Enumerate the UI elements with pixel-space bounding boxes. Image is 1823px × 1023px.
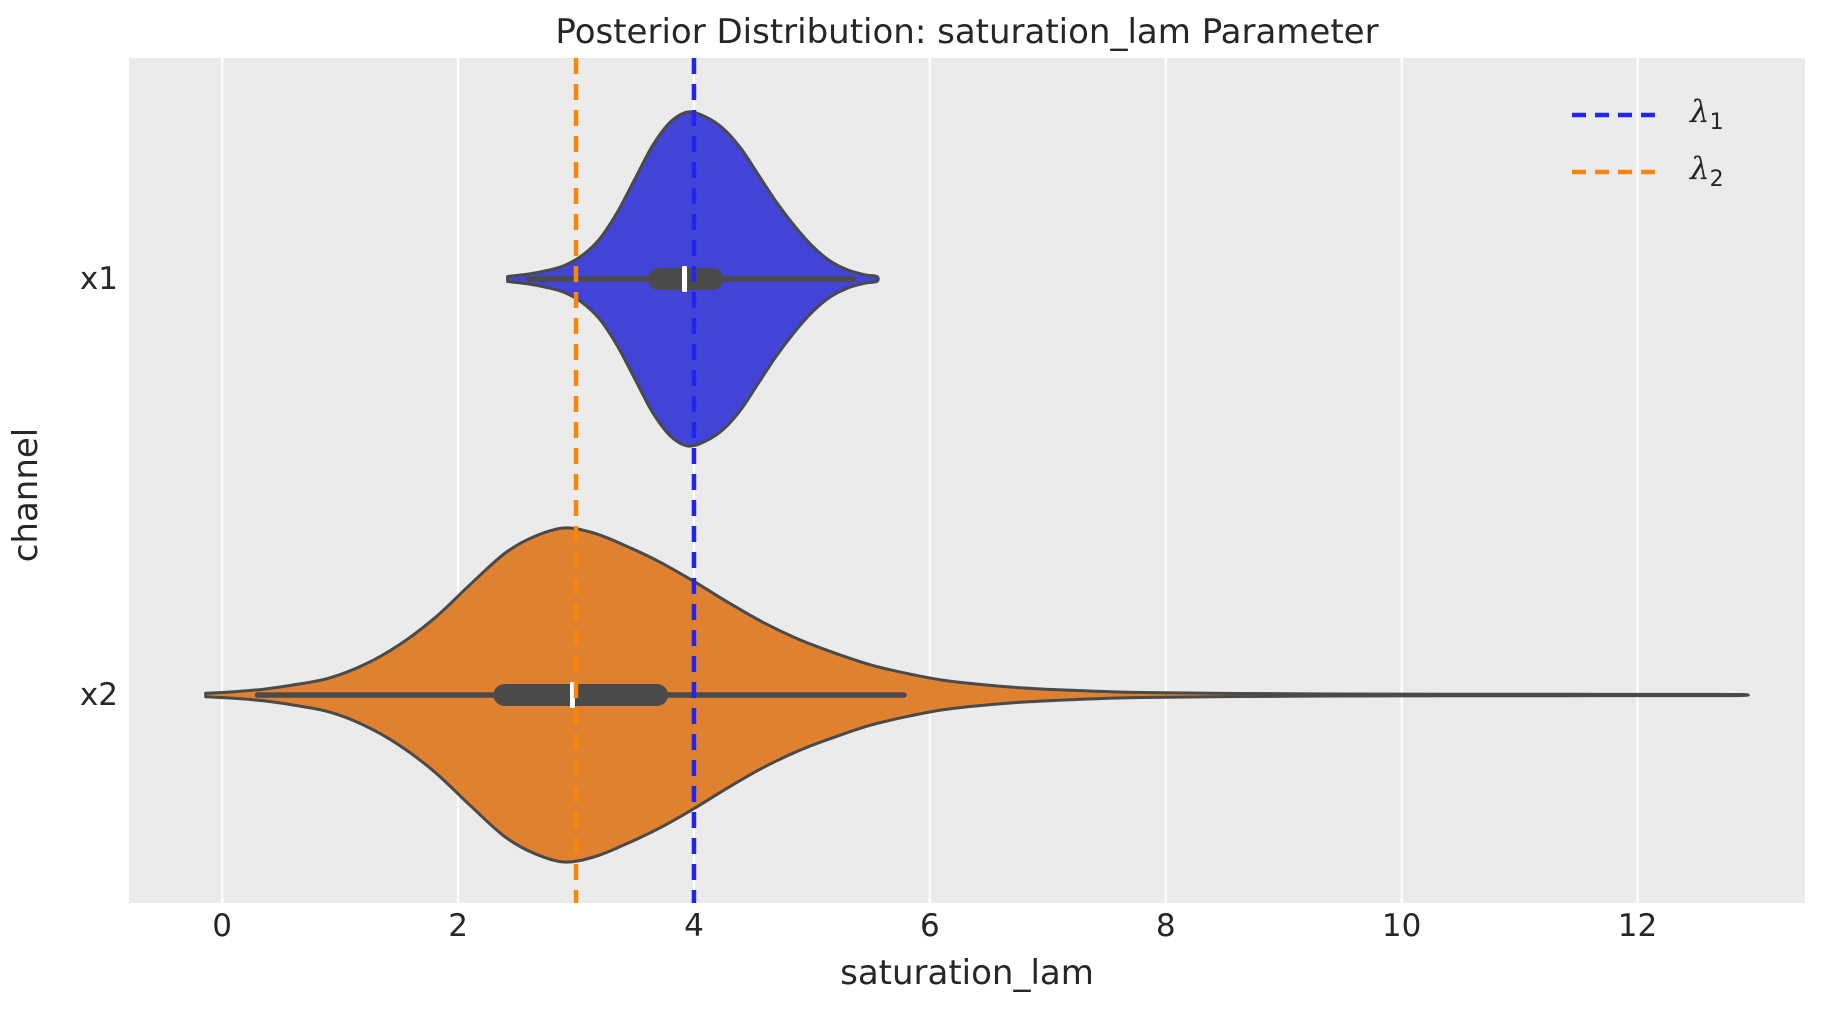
legend-label-lambda_2: λ2 <box>1690 151 1724 193</box>
legend-item-lambda_1: λ1 <box>1572 92 1724 138</box>
x-tick-label-8: 8 <box>1155 908 1176 944</box>
x-tick-label-10: 10 <box>1381 908 1422 944</box>
legend: λ1 λ2 <box>1572 92 1724 206</box>
x-tick-label-6: 6 <box>919 908 940 944</box>
legend-line-sample-lambda_2 <box>1572 169 1658 175</box>
x-tick-label-12: 12 <box>1617 908 1658 944</box>
x-axis-label: saturation_lam <box>840 953 1094 993</box>
violin-x2 <box>204 526 1750 864</box>
chart-title: Posterior Distribution: saturation_lam P… <box>555 12 1379 52</box>
legend-label-lambda_1: λ1 <box>1690 94 1724 136</box>
x-tick-label-4: 4 <box>684 908 704 944</box>
median-line-x1 <box>682 266 688 292</box>
y-axis-label: channel <box>6 427 46 563</box>
y-tick-label-x1: x1 <box>79 261 118 297</box>
legend-item-lambda_2: λ2 <box>1572 149 1724 195</box>
legend-line-sample-lambda_1 <box>1572 112 1658 118</box>
axes-background <box>129 58 1805 903</box>
median-line-x2 <box>569 682 575 708</box>
y-tick-label-x2: x2 <box>79 677 118 713</box>
x-tick-label-2: 2 <box>448 908 468 944</box>
iqr-box-x2 <box>493 684 669 706</box>
x-tick-label-0: 0 <box>212 908 233 944</box>
